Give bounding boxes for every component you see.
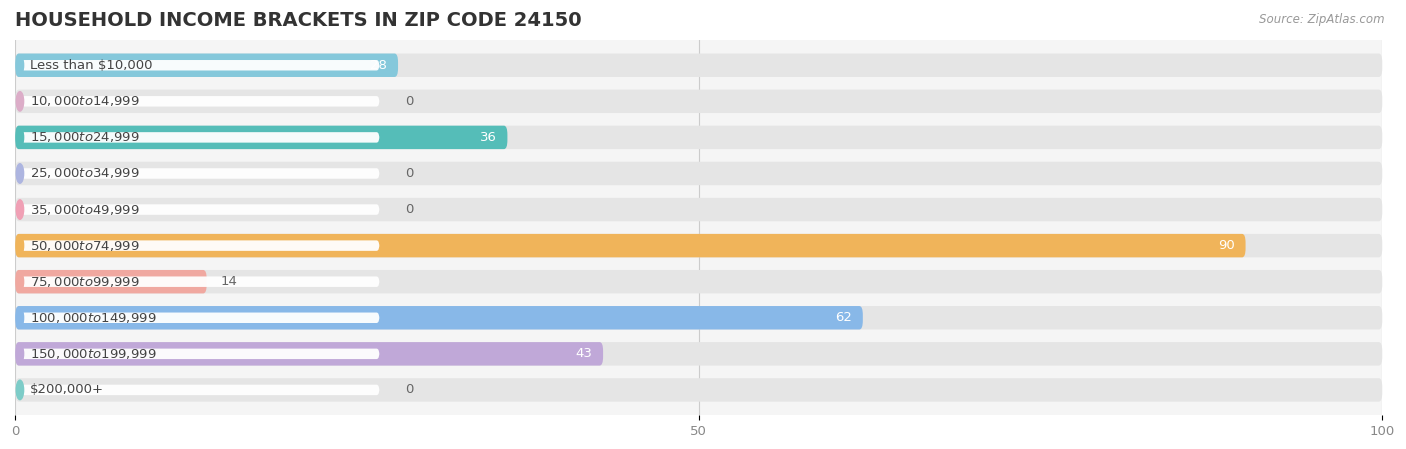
Text: 28: 28 [370, 59, 387, 72]
FancyBboxPatch shape [17, 240, 380, 251]
Circle shape [17, 56, 24, 75]
FancyBboxPatch shape [15, 126, 508, 149]
FancyBboxPatch shape [15, 53, 1382, 77]
FancyBboxPatch shape [15, 53, 398, 77]
FancyBboxPatch shape [17, 132, 380, 143]
Text: HOUSEHOLD INCOME BRACKETS IN ZIP CODE 24150: HOUSEHOLD INCOME BRACKETS IN ZIP CODE 24… [15, 11, 582, 30]
FancyBboxPatch shape [15, 270, 207, 293]
FancyBboxPatch shape [17, 168, 380, 179]
Text: 0: 0 [405, 203, 413, 216]
FancyBboxPatch shape [15, 270, 1382, 293]
Text: $100,000 to $149,999: $100,000 to $149,999 [30, 311, 156, 325]
Text: 43: 43 [575, 348, 592, 361]
Text: 62: 62 [835, 311, 852, 324]
Text: $150,000 to $199,999: $150,000 to $199,999 [30, 347, 156, 361]
Text: $75,000 to $99,999: $75,000 to $99,999 [30, 275, 139, 289]
Text: $15,000 to $24,999: $15,000 to $24,999 [30, 130, 139, 145]
FancyBboxPatch shape [17, 313, 380, 323]
FancyBboxPatch shape [17, 96, 380, 106]
Text: $50,000 to $74,999: $50,000 to $74,999 [30, 238, 139, 253]
Text: 36: 36 [479, 131, 496, 144]
Text: Less than $10,000: Less than $10,000 [30, 59, 152, 72]
FancyBboxPatch shape [17, 385, 380, 395]
Circle shape [17, 380, 24, 400]
FancyBboxPatch shape [15, 234, 1382, 257]
FancyBboxPatch shape [15, 378, 1382, 402]
Circle shape [17, 200, 24, 219]
Circle shape [17, 272, 24, 291]
FancyBboxPatch shape [15, 306, 863, 330]
Circle shape [17, 308, 24, 327]
FancyBboxPatch shape [15, 306, 1382, 330]
FancyBboxPatch shape [17, 60, 380, 70]
Text: $10,000 to $14,999: $10,000 to $14,999 [30, 94, 139, 108]
Circle shape [17, 236, 24, 255]
FancyBboxPatch shape [15, 90, 1382, 113]
FancyBboxPatch shape [15, 198, 1382, 221]
FancyBboxPatch shape [15, 126, 1382, 149]
Text: $35,000 to $49,999: $35,000 to $49,999 [30, 202, 139, 216]
FancyBboxPatch shape [15, 162, 1382, 185]
Text: 0: 0 [405, 167, 413, 180]
Text: $25,000 to $34,999: $25,000 to $34,999 [30, 167, 139, 180]
FancyBboxPatch shape [17, 277, 380, 287]
Text: 0: 0 [405, 383, 413, 396]
Circle shape [17, 164, 24, 183]
Circle shape [17, 344, 24, 364]
FancyBboxPatch shape [15, 342, 603, 365]
Text: Source: ZipAtlas.com: Source: ZipAtlas.com [1260, 13, 1385, 26]
FancyBboxPatch shape [15, 342, 1382, 365]
Text: $200,000+: $200,000+ [30, 383, 104, 396]
FancyBboxPatch shape [15, 234, 1246, 257]
FancyBboxPatch shape [17, 348, 380, 359]
Circle shape [17, 92, 24, 111]
Text: 0: 0 [405, 95, 413, 108]
FancyBboxPatch shape [17, 204, 380, 215]
Text: 90: 90 [1218, 239, 1234, 252]
Text: 14: 14 [221, 275, 238, 288]
Circle shape [17, 128, 24, 147]
